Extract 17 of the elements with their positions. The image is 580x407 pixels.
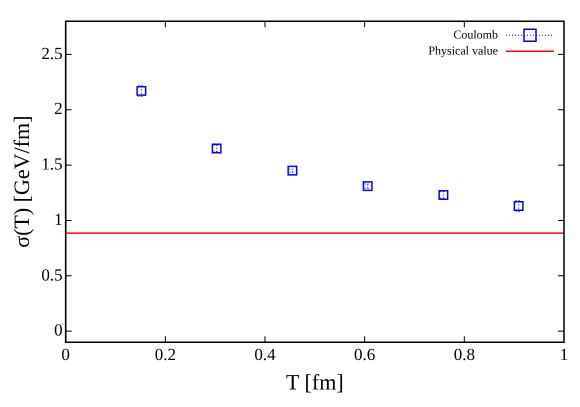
y-tick-label: 2.5 xyxy=(41,44,63,63)
x-axis-title: T [fm] xyxy=(286,370,344,395)
y-tick-label: 2 xyxy=(54,99,63,118)
y-tick-label: 0.5 xyxy=(41,265,63,284)
x-tick-label: 0.8 xyxy=(454,344,475,364)
y-tick-label: 1.5 xyxy=(41,154,63,174)
y-tick-label: 0 xyxy=(54,320,63,340)
y-axis-title: σ(T) [GeV/fm] xyxy=(8,116,34,248)
legend-label: Physical value xyxy=(428,43,498,58)
y-tick-label: 1 xyxy=(54,210,63,229)
point xyxy=(362,181,373,192)
x-tick-label: 0.2 xyxy=(154,344,176,364)
point xyxy=(287,166,298,176)
x-tick-label: 0.4 xyxy=(254,344,276,364)
legend-label: Coulomb xyxy=(453,27,498,42)
x-tick-label: 0.6 xyxy=(354,344,376,364)
x-tick-label: 1 xyxy=(560,344,568,364)
